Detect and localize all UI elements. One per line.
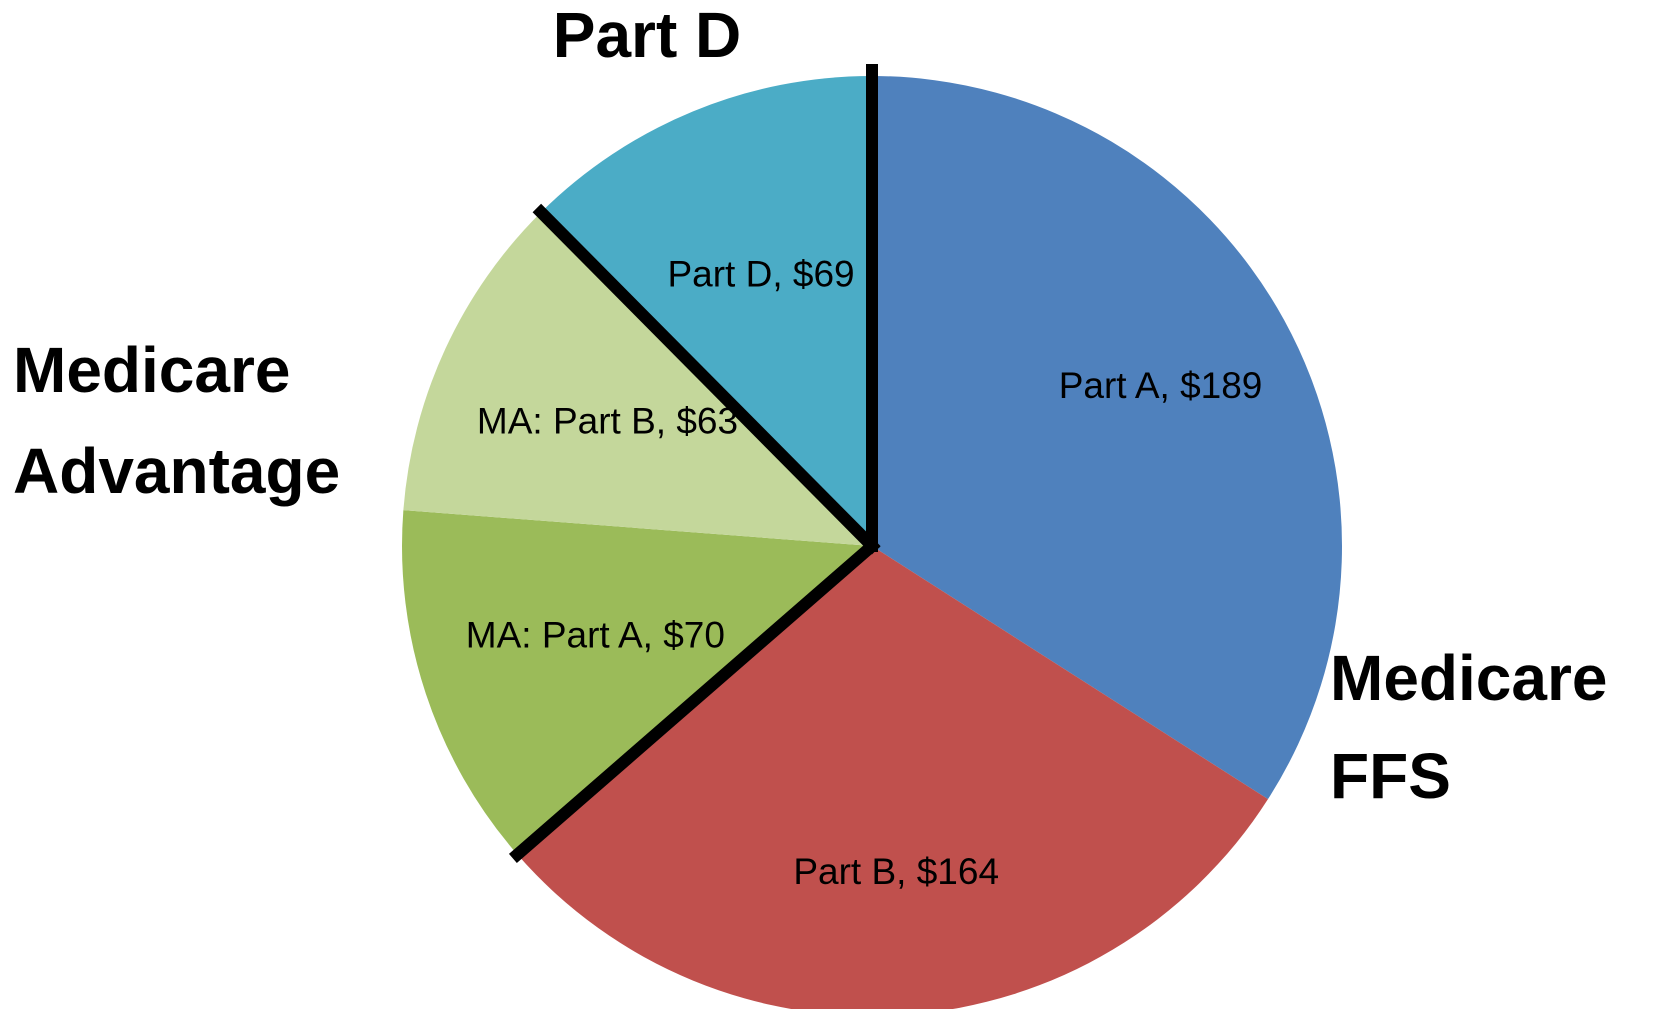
- slice-label: MA: Part A, $70: [466, 614, 725, 655]
- group-label: Medicare: [1330, 642, 1607, 714]
- group-divider: [508, 537, 881, 863]
- group-label: Medicare: [13, 334, 290, 406]
- group-label: FFS: [1330, 740, 1451, 812]
- pie-slice: [541, 76, 872, 546]
- group-label: Part D: [553, 0, 742, 71]
- group-dividers: [508, 64, 881, 863]
- pie-slice: [403, 212, 872, 546]
- slice-label: Part B, $164: [793, 851, 999, 892]
- slice-labels: Part A, $189 Part B, $164 MA: Part A, $70 M…: [466, 253, 1263, 892]
- pie-slice: [517, 546, 1268, 1009]
- pie: [402, 76, 1343, 1009]
- pie-slice: [402, 510, 872, 855]
- group-divider: [532, 203, 881, 555]
- group-label: Advantage: [13, 435, 340, 507]
- pie-slice: [872, 76, 1343, 800]
- slice-label: MA: Part B, $63: [477, 401, 738, 442]
- slice-label: Part D, $69: [667, 253, 854, 294]
- slice-label: Part A, $189: [1059, 365, 1263, 406]
